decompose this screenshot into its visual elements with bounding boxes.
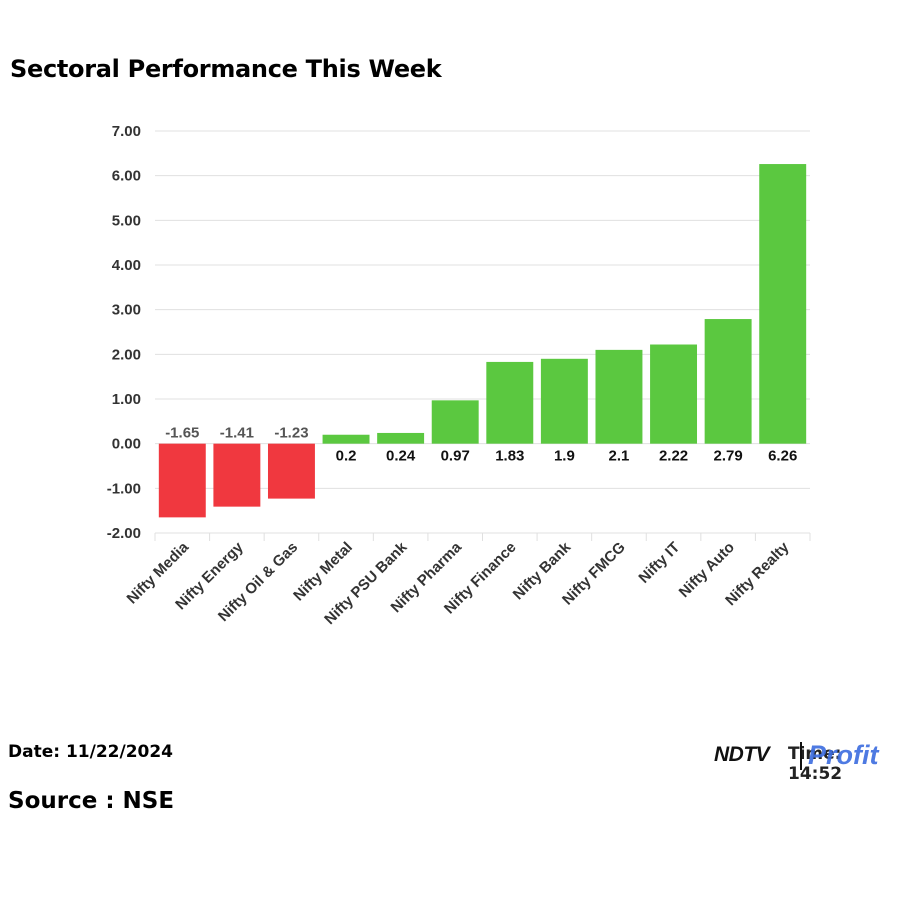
bar (486, 361, 534, 444)
date-label: Date: 11/22/2024 (8, 742, 174, 762)
y-tick-label: 7.00 (112, 123, 141, 140)
y-tick-label: -2.00 (107, 525, 141, 542)
ndtv-profit-logo: NDTV Time: 14:52 Profit (714, 740, 894, 784)
bar-chart: -2.00 -1.00 0.00 1.00 2.00 3.00 4.00 5.00 6.00 7.… (107, 123, 811, 628)
x-tick-label: Nifty IT (635, 539, 683, 587)
data-label: 0.97 (441, 448, 470, 465)
data-label: 1.83 (495, 448, 524, 465)
bar (650, 344, 698, 444)
data-label: 2.1 (609, 448, 630, 465)
bar (322, 434, 370, 444)
y-tick-label: 4.00 (112, 257, 141, 274)
bar (377, 432, 425, 444)
data-label: 0.2 (336, 448, 357, 465)
data-label: 2.79 (714, 448, 743, 465)
y-tick-label: 1.00 (112, 391, 141, 408)
ndtv-logo-text: NDTV (714, 743, 770, 766)
profit-logo-text: Profit (808, 740, 879, 770)
data-label: -1.65 (165, 425, 199, 442)
data-label: 6.26 (768, 448, 797, 465)
chart-title: Sectoral Performance This Week (10, 55, 442, 83)
data-label: 2.22 (659, 448, 688, 465)
y-tick-label: 3.00 (112, 302, 141, 319)
logo-separator (800, 742, 802, 770)
bar (158, 443, 206, 518)
bar (540, 358, 588, 444)
source-label: Source : NSE (8, 788, 175, 814)
bar (759, 164, 807, 444)
bar (213, 443, 261, 507)
y-tick-label: 6.00 (112, 168, 141, 185)
bar (595, 349, 643, 444)
y-tick-label: 5.00 (112, 212, 141, 229)
bar (704, 319, 752, 444)
bar (267, 443, 315, 499)
y-tick-label: -1.00 (107, 480, 141, 497)
data-label: 1.9 (554, 448, 575, 465)
y-tick-label: 2.00 (112, 346, 141, 363)
data-label: -1.41 (220, 425, 254, 442)
y-tick-label: 0.00 (112, 436, 141, 453)
bar (431, 400, 479, 444)
data-label: -1.23 (274, 425, 308, 442)
data-label: 0.24 (386, 448, 416, 465)
